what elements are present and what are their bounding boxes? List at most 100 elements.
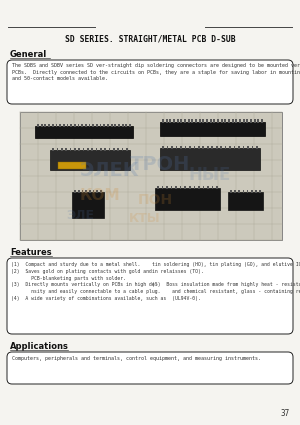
Bar (65, 148, 67, 151)
Bar (234, 146, 236, 149)
Bar (114, 124, 116, 127)
Bar (198, 146, 200, 149)
Bar (20, 112, 282, 240)
Bar (184, 119, 186, 123)
Bar (238, 146, 240, 149)
Bar (41, 124, 43, 127)
Text: ЭЛЕ: ЭЛЕ (66, 209, 94, 221)
Bar (100, 148, 102, 151)
Bar (93, 190, 94, 193)
Text: General: General (10, 50, 47, 59)
Bar (228, 192, 263, 210)
Bar (195, 119, 197, 123)
Bar (194, 186, 195, 189)
Bar (191, 119, 193, 123)
Bar (74, 190, 76, 193)
Bar (162, 186, 163, 189)
Bar (78, 148, 80, 151)
Bar (169, 119, 171, 123)
Bar (122, 148, 123, 151)
Bar (129, 124, 131, 127)
Bar (216, 146, 218, 149)
Bar (212, 146, 213, 149)
Bar (254, 119, 256, 123)
Bar (118, 148, 119, 151)
Bar (210, 119, 212, 123)
Bar (212, 186, 213, 189)
Bar (184, 186, 186, 189)
Text: Computers, peripherals and terminals, control equipment, and measuring instrumen: Computers, peripherals and terminals, co… (12, 356, 261, 361)
Bar (202, 119, 204, 123)
Text: 37: 37 (281, 409, 290, 418)
Bar (171, 146, 173, 149)
Text: The SDBS and SDBV series SD ver-straight dip soldering connectors are designed t: The SDBS and SDBV series SD ver-straight… (12, 63, 300, 81)
Bar (255, 190, 257, 193)
Bar (239, 119, 241, 123)
Bar (229, 146, 231, 149)
Bar (228, 119, 230, 123)
Bar (52, 124, 54, 127)
Bar (232, 119, 234, 123)
Bar (167, 146, 168, 149)
Bar (109, 148, 110, 151)
Bar (81, 124, 83, 127)
Bar (194, 146, 195, 149)
Bar (199, 119, 201, 123)
Bar (180, 186, 182, 189)
Bar (225, 146, 226, 149)
Bar (243, 146, 244, 149)
Text: КОМ: КОМ (80, 187, 120, 202)
Bar (88, 124, 90, 127)
Text: НЫЕ: НЫЕ (189, 166, 231, 184)
Bar (155, 188, 220, 210)
Bar (78, 190, 80, 193)
Bar (113, 148, 115, 151)
Bar (70, 148, 71, 151)
Bar (97, 190, 98, 193)
Bar (202, 186, 204, 189)
Bar (118, 124, 120, 127)
Bar (72, 192, 104, 218)
Bar (162, 146, 164, 149)
Bar (252, 146, 253, 149)
Bar (111, 124, 112, 127)
Bar (189, 186, 190, 189)
Bar (87, 148, 88, 151)
Bar (230, 190, 232, 193)
Bar (67, 124, 68, 127)
Bar (259, 190, 261, 193)
Bar (125, 124, 127, 127)
Bar (247, 146, 249, 149)
Bar (70, 124, 72, 127)
Bar (251, 190, 253, 193)
Text: Applications: Applications (10, 342, 69, 351)
Bar (78, 124, 80, 127)
Bar (177, 119, 178, 123)
Bar (96, 148, 97, 151)
Bar (92, 148, 93, 151)
Bar (157, 186, 159, 189)
FancyBboxPatch shape (7, 258, 293, 334)
Bar (100, 124, 101, 127)
Bar (83, 148, 84, 151)
Bar (85, 124, 87, 127)
Bar (57, 148, 58, 151)
Bar (202, 146, 204, 149)
Bar (206, 119, 208, 123)
Bar (35, 126, 133, 138)
Bar (247, 190, 248, 193)
Bar (220, 146, 222, 149)
Bar (85, 190, 87, 193)
Bar (184, 146, 186, 149)
Bar (107, 124, 109, 127)
Bar (217, 119, 219, 123)
Text: SD SERIES. STRAIGHT/METAL PCB D-SUB: SD SERIES. STRAIGHT/METAL PCB D-SUB (65, 34, 235, 43)
Bar (103, 124, 105, 127)
Bar (243, 190, 244, 193)
Bar (56, 124, 57, 127)
Bar (160, 148, 260, 170)
Bar (236, 119, 237, 123)
Bar (44, 124, 46, 127)
Text: (1)  Compact and sturdy due to a metal shell.
(2)  Saves gold on plating contact: (1) Compact and sturdy due to a metal sh… (11, 262, 166, 301)
Bar (180, 119, 182, 123)
